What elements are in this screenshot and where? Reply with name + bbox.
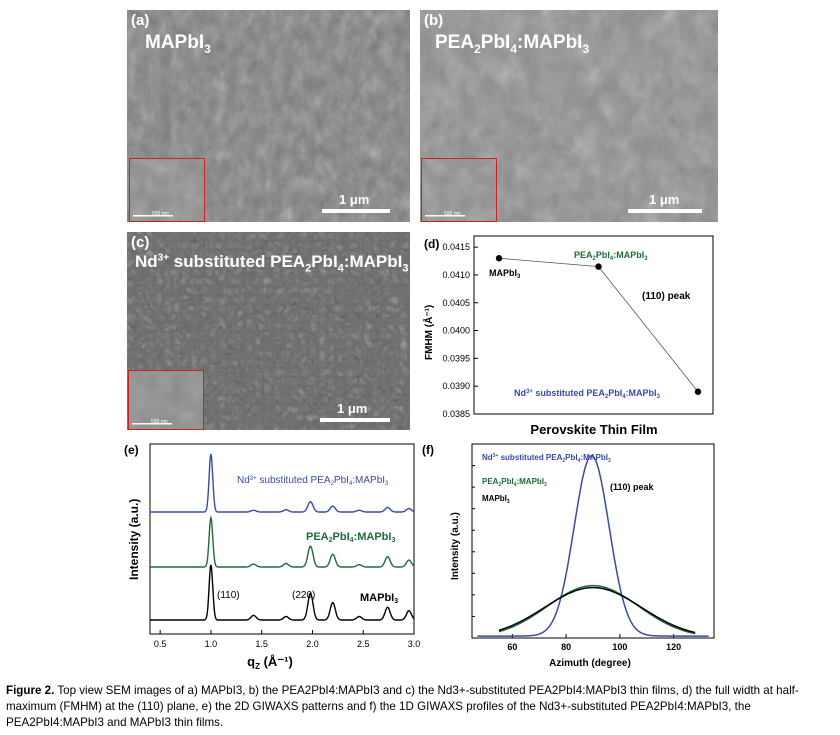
x-tick-label-e: 1.0 <box>205 639 218 649</box>
giwaxs-profile-pea <box>498 584 696 635</box>
giwaxs-pattern-nd <box>150 453 415 513</box>
scale-bar-a <box>322 209 390 213</box>
inset-scale-label-a: 500 nm <box>152 211 169 217</box>
panel-label-a: (a) <box>131 12 150 29</box>
fwhm-line <box>498 257 699 392</box>
figure-caption: Figure 2. Top view SEM images of a) MAPb… <box>6 683 834 731</box>
y-tick-label-d: 0.0400 <box>442 326 470 336</box>
panel-label-d: (d) <box>424 237 439 251</box>
scale-bar-label-a: 1 μm <box>339 192 370 207</box>
peak-label-110: (110) <box>217 590 240 601</box>
sem-panel-b: (b) PEA2PbI4:MAPbI3 500 nm 1 μm <box>420 10 718 222</box>
plot-frame-d <box>473 235 714 415</box>
x-tick-label-f: 120 <box>666 642 681 652</box>
giwaxs-pattern-pea <box>150 514 415 568</box>
y-tick-label-d: 0.0385 <box>442 409 470 419</box>
sem-title-b: PEA2PbI4:MAPbI3 <box>435 32 590 56</box>
annotation-f: (110) peak <box>610 482 655 492</box>
x-tick-label-f: 80 <box>561 642 571 652</box>
point-label-mapbi3: MAPbI3 <box>489 268 521 280</box>
point-label-pea: PEA2PbI4:MAPbI3 <box>574 250 648 262</box>
chart-e: (e) 0.5 1.0 1.5 2.0 2.5 3.0 Nd3+ substituted … <box>124 443 420 671</box>
sem-image-c <box>127 232 410 430</box>
ylabel-f: Intensity (a.u.) <box>450 512 461 580</box>
scale-bar-c <box>320 418 390 422</box>
chart-d: (d) 0.0385 0.0390 0.0395 0.0400 0.0405 0.0410… <box>422 235 714 437</box>
annotation-d: (110) peak <box>642 291 691 302</box>
scale-bar-label-c: 1 μm <box>337 401 368 416</box>
scale-bar-label-b: 1 μm <box>649 192 680 207</box>
data-point-d <box>694 388 702 395</box>
chart-f: (f) 60 80 100 120 Nd3+ substituted PEA2PbI4… <box>422 443 715 669</box>
x-tick-label-e: 3.0 <box>408 639 420 649</box>
y-tick-label-d: 0.0415 <box>442 242 470 252</box>
caption-text: Top view SEM images of a) MAPbI3, b) the… <box>6 684 799 729</box>
sem-title-c: Nd3+ substituted PEA2PbI4:MAPbI3 <box>135 252 409 275</box>
giwaxs-pattern-mapbi3 <box>150 564 415 621</box>
peak-label-220: (220) <box>292 590 315 601</box>
y-tick-label-d: 0.0390 <box>442 381 470 391</box>
x-tick-label-e: 2.0 <box>306 639 319 649</box>
ylabel-e: Intensity (a.u.) <box>127 499 141 580</box>
sem-panel-a: (a) MAPbI3 500 nm 1 μm <box>127 10 410 222</box>
x-tick-label-e: 0.5 <box>154 639 167 649</box>
series-label-mapbi3-f: MAPbI3 <box>482 494 510 505</box>
data-point-d <box>595 263 602 270</box>
series-label-nd-e: Nd3+ substituted PEA2PbI4:MAPbI3 <box>237 475 389 487</box>
x-axis-e: 0.5 1.0 1.5 2.0 2.5 3.0 <box>154 630 420 649</box>
plot-frame-f <box>471 443 715 639</box>
x-tick-label-f: 60 <box>507 642 517 652</box>
panel-label-e: (e) <box>124 443 139 457</box>
ylabel-d: FMHM (Å⁻¹) <box>422 305 435 360</box>
y-tick-label-d: 0.0405 <box>442 298 470 308</box>
giwaxs-profile-mapbi3 <box>498 586 696 634</box>
sem-inset-a: 500 nm <box>129 158 205 222</box>
scale-bar-b <box>628 209 702 213</box>
xlabel-e: qZ (Å⁻¹) <box>247 654 293 671</box>
y-axis-d: 0.0385 0.0390 0.0395 0.0400 0.0405 0.0410 0.04… <box>442 242 478 419</box>
x-tick-label-f: 100 <box>612 642 627 652</box>
panel-label-c: (c) <box>131 234 150 251</box>
sem-title-a: MAPbI3 <box>145 32 211 56</box>
x-tick-label-e: 2.5 <box>357 639 370 649</box>
data-point-d <box>495 255 503 262</box>
giwaxs-profile-nd <box>477 454 709 637</box>
sem-inset-b: 500 nm <box>421 158 497 222</box>
panel-label-b: (b) <box>424 12 444 29</box>
xlabel-f: Azimuth (degree) <box>549 658 631 669</box>
xlabel-d: Perovskite Thin Film <box>530 422 657 437</box>
plot-frame-e <box>149 443 415 635</box>
caption-label: Figure 2. <box>6 684 55 697</box>
series-label-nd-f: Nd3+ substituted PEA2PbI4:MAPbI3 <box>482 453 611 464</box>
series-label-mapbi3-e: MAPbI3 <box>360 592 398 605</box>
sem-panel-c: (c) Nd3+ substituted PEA2PbI4:MAPbI3 500… <box>127 232 410 430</box>
sem-inset-c: 500 nm <box>128 370 204 430</box>
inset-scale-label-b: 500 nm <box>444 211 461 217</box>
point-label-nd: Nd3+ substituted PEA2PbI4:MAPbI3 <box>514 388 661 400</box>
series-label-pea-f: PEA2PbI4:MAPbI3 <box>482 477 547 488</box>
panel-label-f: (f) <box>422 443 434 457</box>
y-tick-label-d: 0.0395 <box>442 353 470 363</box>
x-tick-label-e: 1.5 <box>255 639 268 649</box>
series-label-pea-e: PEA2PbI4:MAPbI3 <box>306 531 395 544</box>
y-tick-label-d: 0.0410 <box>442 270 470 280</box>
data-line-d <box>498 257 699 392</box>
inset-scale-label-c: 500 nm <box>151 419 168 425</box>
